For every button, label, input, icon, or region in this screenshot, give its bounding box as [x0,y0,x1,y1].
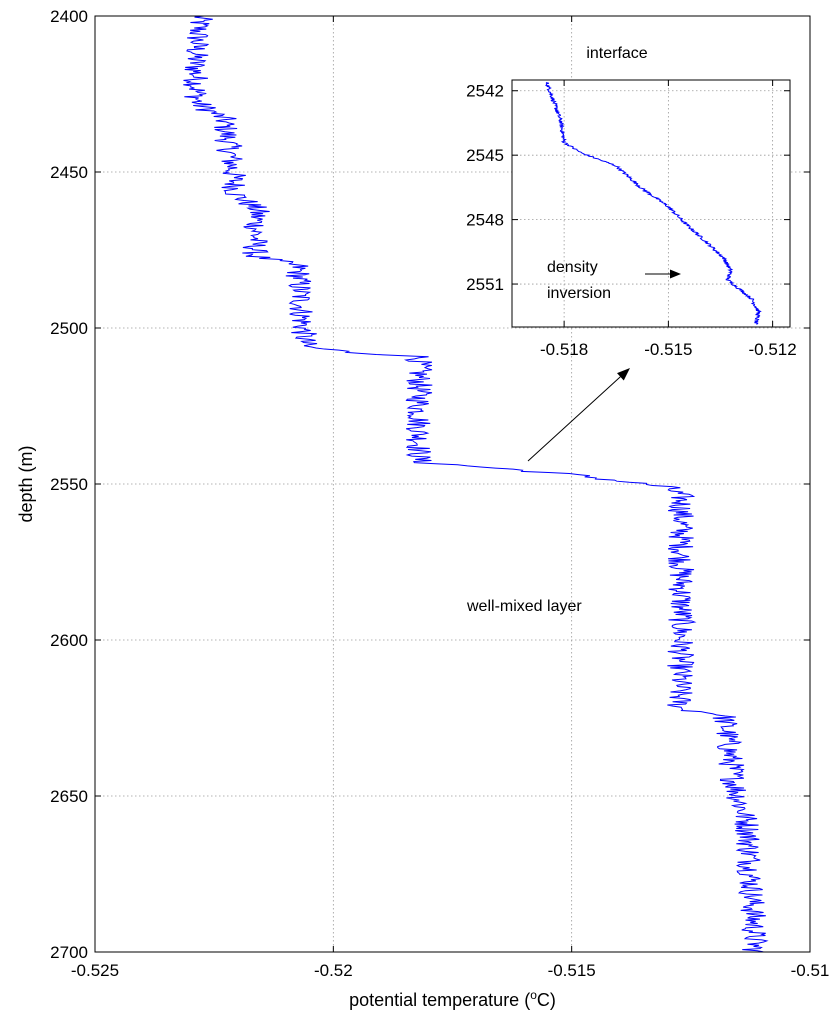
x-tick-label: -0.518 [540,340,588,359]
density-inversion-annotation-line-2: inversion [547,285,611,302]
main-ticks: -0.525 -0.52 -0.515 -0.51 2400 2450 2500 2550 26… [50,7,829,980]
y-tick-label: 2600 [50,631,88,650]
x-tick-label: -0.52 [314,961,353,980]
y-tick-label: 2500 [50,319,88,338]
inset-title: interface [586,45,647,62]
series-line [545,81,762,325]
inset-pointer-arrow [527,376,621,462]
y-tick-label: 2700 [50,943,88,962]
y-tick-label: 2551 [466,275,504,294]
inset-plot-frame [511,79,791,328]
inset-series [545,81,762,325]
main-series [183,15,769,953]
y-tick-label: 2650 [50,787,88,806]
y-axis-label: depth (m) [16,445,36,522]
inset-ticks: -0.518 -0.515 -0.512 2542 2545 2548 2551 [466,80,797,359]
y-tick-label: 2545 [466,146,504,165]
x-tick-label: -0.525 [71,961,119,980]
well-mixed-layer-annotation: well-mixed layer [466,598,582,615]
x-tick-label: -0.512 [749,340,797,359]
x-tick-label: -0.51 [791,961,830,980]
y-tick-label: 2542 [466,82,504,101]
y-tick-label: 2400 [50,7,88,26]
series-line [183,15,769,953]
density-inversion-arrow-head [670,269,681,279]
inset-pointer-arrow-head [617,368,630,381]
y-tick-label: 2550 [50,475,88,494]
x-tick-label: -0.515 [644,340,692,359]
inset-grid [512,80,790,327]
inset-background [512,80,790,327]
density-inversion-annotation-line-1: density [547,259,598,276]
y-tick-label: 2548 [466,211,504,230]
y-tick-label: 2450 [50,163,88,182]
x-axis-label: potential temperature (oC) [349,988,556,1010]
x-tick-label: -0.515 [548,961,596,980]
